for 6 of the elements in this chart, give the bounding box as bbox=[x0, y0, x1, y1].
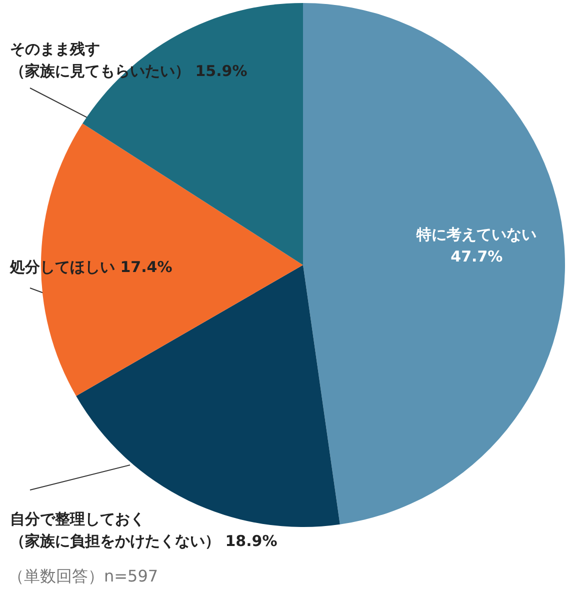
slice-label: 自分で整理しておく（家族に負担をかけたくない） 18.9% bbox=[10, 510, 278, 550]
slice-label: そのまま残す（家族に見てもらいたい） 15.9% bbox=[10, 40, 248, 80]
slice-label: 特に考えていない bbox=[416, 226, 537, 244]
data-label: 47.7% bbox=[450, 248, 503, 266]
slice-label: 処分してほしい 17.4% bbox=[9, 258, 172, 276]
text: （単数回答）n=597 bbox=[8, 566, 158, 586]
